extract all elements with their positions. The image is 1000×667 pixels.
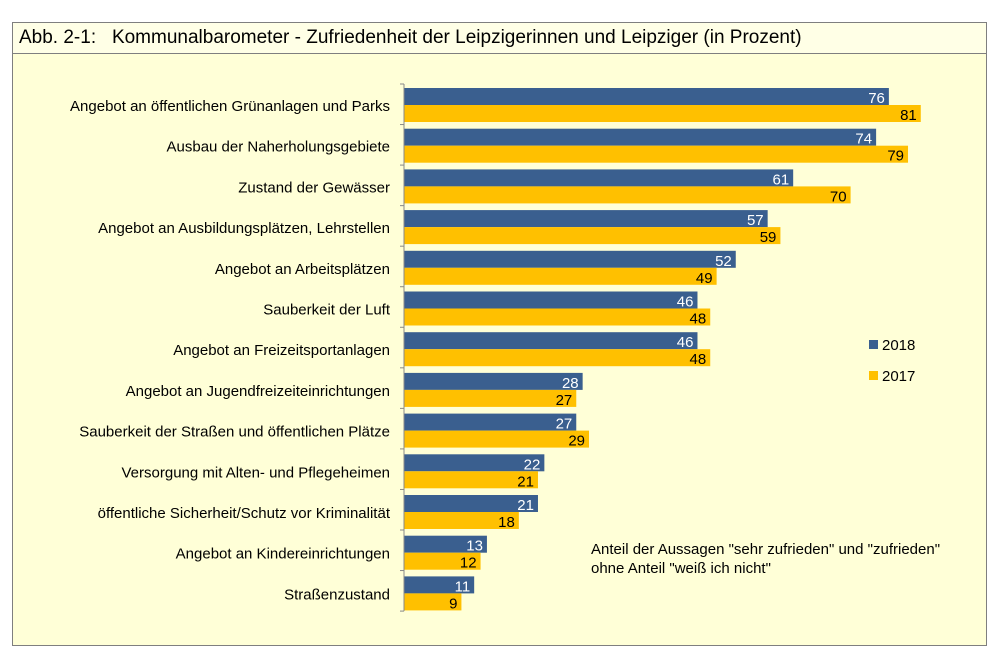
data-label-2017: 59 xyxy=(760,229,777,246)
bar-2017 xyxy=(404,145,909,163)
data-label-2018: 22 xyxy=(524,456,541,473)
bar-2017 xyxy=(404,389,577,407)
data-label-2018: 52 xyxy=(715,253,732,270)
data-label-2017: 81 xyxy=(900,107,917,124)
data-label-2018: 13 xyxy=(466,538,483,555)
data-label-2017: 48 xyxy=(690,351,707,368)
category-label: Versorgung mit Alten- und Pflegeheimen xyxy=(122,464,391,481)
data-label-2017: 48 xyxy=(690,311,707,328)
category-label: Angebot an Arbeitsplätzen xyxy=(215,261,390,278)
data-label-2018: 61 xyxy=(772,171,789,188)
data-label-2018: 27 xyxy=(556,416,573,433)
category-label: Angebot an Ausbildungsplätzen, Lehrstell… xyxy=(98,220,390,237)
data-label-2017: 21 xyxy=(517,473,534,490)
bar-2018 xyxy=(404,210,768,228)
bar-2018 xyxy=(404,169,794,187)
data-label-2017: 49 xyxy=(696,270,713,287)
data-label-2017: 18 xyxy=(498,514,515,531)
legend-label: 2018 xyxy=(882,337,915,354)
data-label-2018: 11 xyxy=(455,578,471,595)
bar-2018 xyxy=(404,535,487,553)
bar-2017 xyxy=(404,267,717,285)
category-label: Angebot an Kindereinrichtungen xyxy=(176,546,390,563)
bar-2018 xyxy=(404,413,577,431)
bar-2017 xyxy=(404,471,538,489)
data-label-2018: 28 xyxy=(562,375,579,392)
data-label-2018: 46 xyxy=(677,334,694,351)
data-label-2018: 76 xyxy=(868,90,885,107)
bar-2018 xyxy=(404,454,545,472)
category-label: Sauberkeit der Luft xyxy=(263,302,391,319)
data-label-2018: 57 xyxy=(747,212,764,229)
category-label: Straßenzustand xyxy=(284,586,390,603)
bar-2017 xyxy=(404,227,781,245)
data-label-2017: 27 xyxy=(556,392,573,409)
bar-2017 xyxy=(404,349,711,367)
legend-swatch-2017 xyxy=(869,371,878,380)
category-label: Angebot an Jugendfreizeiteinrichtungen xyxy=(126,383,390,400)
bar-2017 xyxy=(404,430,590,448)
bar-2018 xyxy=(404,250,736,268)
bar-2018 xyxy=(404,576,475,594)
chart-title: Abb. 2-1: Kommunalbarometer - Zufriedenh… xyxy=(13,23,986,54)
bar-2017 xyxy=(404,593,462,611)
bar-2018 xyxy=(404,372,583,390)
bar-2018 xyxy=(404,88,889,105)
category-label: Sauberkeit der Straßen und öffentlichen … xyxy=(79,424,390,441)
data-label-2017: 70 xyxy=(830,188,847,205)
bar-2017 xyxy=(404,186,851,204)
category-label: Angebot an öffentlichen Grünanlagen und … xyxy=(70,98,390,115)
category-label: Angebot an Freizeitsportanlagen xyxy=(173,342,390,359)
bar-2017 xyxy=(404,308,711,326)
bar-2017 xyxy=(404,552,481,570)
data-label-2017: 9 xyxy=(449,595,457,612)
legend-swatch-2018 xyxy=(869,340,878,349)
legend-label: 2017 xyxy=(882,368,915,385)
data-label-2018: 74 xyxy=(855,131,872,148)
annotation-text: ohne Anteil "weiß ich nicht" xyxy=(591,560,771,577)
data-label-2018: 46 xyxy=(677,294,694,311)
bar-2018 xyxy=(404,332,698,350)
bar-2018 xyxy=(404,495,538,512)
category-label: Ausbau der Naherholungsgebiete xyxy=(167,139,391,156)
data-label-2017: 79 xyxy=(887,148,904,165)
category-label: Zustand der Gewässer xyxy=(238,179,390,196)
data-label-2018: 21 xyxy=(517,497,534,514)
bar-2018 xyxy=(404,291,698,309)
annotation-text: Anteil der Aussagen "sehr zufrieden" und… xyxy=(591,541,940,558)
bar-2017 xyxy=(404,512,519,529)
bar-2018 xyxy=(404,128,877,146)
data-label-2017: 12 xyxy=(460,555,477,572)
data-label-2017: 29 xyxy=(568,433,585,450)
chart-frame: Abb. 2-1: Kommunalbarometer - Zufriedenh… xyxy=(12,22,987,646)
bar-chart: Angebot an öffentlichen Grünanlagen und … xyxy=(70,83,940,612)
bar-2017 xyxy=(404,105,921,122)
category-label: öffentliche Sicherheit/Schutz vor Krimin… xyxy=(98,505,391,522)
